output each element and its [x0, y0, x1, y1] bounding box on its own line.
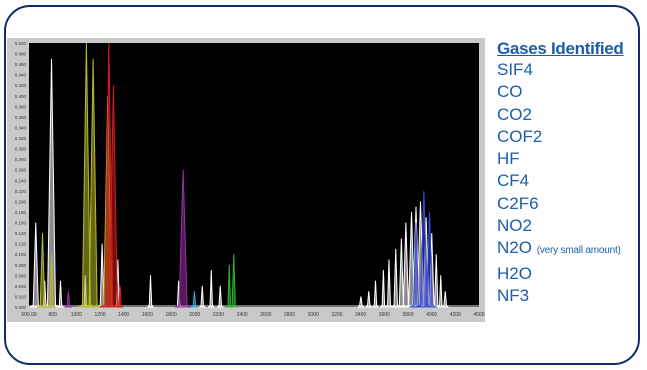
legend-item-label: H2O: [497, 263, 532, 283]
x-tick-label: 4200: [450, 312, 461, 318]
legend-item: C2F6: [497, 193, 645, 215]
spectrum-peak: [371, 280, 380, 308]
y-tick-label: 0.280: [15, 157, 27, 162]
x-tick-label: 2000: [189, 312, 200, 318]
y-tick-label: 0.240: [15, 178, 27, 183]
y-tick-label: 0.440: [15, 73, 27, 78]
spectrum-peak: [146, 275, 155, 308]
y-tick-label: 0.460: [15, 62, 27, 67]
spectrum-peak: [207, 270, 215, 308]
y-tick-label: 0.020: [15, 294, 27, 299]
spectrum-plot: 0.000 0.020 0.040 0.060 0.080 0.100 0.120 0.140…: [15, 41, 485, 318]
x-tick-label: 3000: [308, 312, 319, 318]
spectrum-peak: [190, 291, 198, 308]
legend-item-note: (very small amount): [536, 245, 621, 257]
legend-item: HF: [497, 148, 645, 170]
spectrum-peak: [441, 291, 449, 308]
legend-item: NO2: [497, 215, 645, 237]
x-tick-label: 1800: [166, 312, 177, 318]
x-tick-label: 1000: [71, 312, 82, 318]
spectrum-peak: [56, 280, 65, 308]
legend-item-label: CF4: [497, 171, 530, 191]
spectrum-peak: [36, 233, 49, 308]
y-tick-label: 0.420: [15, 83, 27, 88]
spectrum-peak: [421, 211, 438, 308]
y-tick-label: 0.300: [15, 147, 27, 152]
y-tick-label: 0.060: [15, 273, 27, 278]
y-tick-label: 0.100: [15, 252, 27, 257]
x-tick-label: 4500: [473, 312, 484, 318]
x-tick-label: 2600: [260, 312, 271, 318]
spectrum-peak: [46, 254, 57, 308]
legend-item: COF2: [497, 126, 645, 148]
y-tick-label: 0.080: [15, 263, 27, 268]
y-tick-label: 0.160: [15, 221, 27, 226]
y-tick-label: 0.040: [15, 284, 27, 289]
x-tick-label: 1600: [142, 312, 153, 318]
x-tick-label: 500.00: [21, 312, 37, 318]
spectrum-peak: [198, 285, 206, 308]
spectrum-peak: [116, 285, 124, 308]
y-tick-label: 0.360: [15, 115, 27, 120]
plot-area: [29, 43, 479, 307]
spectrum-peak: [174, 169, 193, 308]
legend-item: CF4: [497, 170, 645, 192]
legend-item-label: SIF4: [497, 60, 533, 79]
legend-item: NF3: [497, 285, 645, 307]
legend-item-label: COF2: [497, 126, 543, 146]
y-tick-label: 0.180: [15, 210, 27, 215]
spectrum-panel: 0.000 0.020 0.040 0.060 0.080 0.100 0.120 0.140…: [7, 38, 485, 322]
legend-item-label: C2F6: [497, 193, 539, 213]
legend-item: H2O: [497, 263, 645, 285]
y-tick-label: 0.380: [15, 104, 27, 109]
y-tick-label: 0.400: [15, 94, 27, 99]
spectrum-peak: [357, 296, 365, 308]
legend-item-label: HF: [497, 149, 520, 169]
legend-item-label: CO: [497, 82, 523, 102]
legend-item-label: NF3: [497, 285, 530, 305]
x-tick-label: 3800: [402, 312, 413, 318]
legend-item: N2O (very small amount): [497, 237, 645, 262]
y-tick-label: 0.200: [15, 199, 27, 204]
y-tick-label: 0.340: [15, 125, 27, 130]
legend-item: CO2: [497, 104, 645, 126]
x-tick-label: 2800: [284, 312, 295, 318]
x-tick-label: 800: [49, 312, 58, 318]
spectrum-peak: [379, 270, 387, 308]
spectrum-peak: [365, 291, 373, 308]
gases-legend: Gases Identified SIF4 CO CO2 COF2 HF CF4 C2F6 N…: [497, 38, 645, 307]
legend-item: SIF4: [497, 59, 645, 81]
x-tick-label: 4000: [426, 312, 437, 318]
x-tick-label: 3400: [355, 312, 366, 318]
y-tick-label: 0.260: [15, 168, 27, 173]
legend-items: SIF4 CO CO2 COF2 HF CF4 C2F6 NO2 N2O (very small…: [497, 59, 645, 307]
y-tick-label: 0.480: [15, 52, 27, 57]
x-tick-label: 3600: [379, 312, 390, 318]
legend-title: Gases Identified: [497, 39, 624, 58]
spectrum-peak: [384, 259, 394, 308]
spectrum-peak: [64, 291, 72, 308]
x-tick-label: 2400: [237, 312, 248, 318]
legend-item-label: CO2: [497, 104, 532, 124]
y-tick-label: 0.320: [15, 136, 27, 141]
spectrum-peak: [216, 285, 224, 308]
legend-item: CO: [497, 81, 645, 103]
y-tick-label: 0.220: [15, 189, 27, 194]
y-tick-label: 0.000: [15, 305, 27, 310]
legend-item-label: NO2: [497, 216, 532, 236]
x-tick-label: 1200: [94, 312, 105, 318]
x-tick-label: 1400: [118, 312, 129, 318]
y-tick-label: 0.500: [15, 41, 27, 46]
y-tick-label: 0.120: [15, 242, 27, 247]
x-tick-label: 3200: [331, 312, 342, 318]
spectrum-peak: [229, 254, 239, 308]
x-tick-label: 2200: [213, 312, 224, 318]
y-tick-label: 0.140: [15, 231, 27, 236]
legend-item-label: N2O: [497, 238, 532, 258]
